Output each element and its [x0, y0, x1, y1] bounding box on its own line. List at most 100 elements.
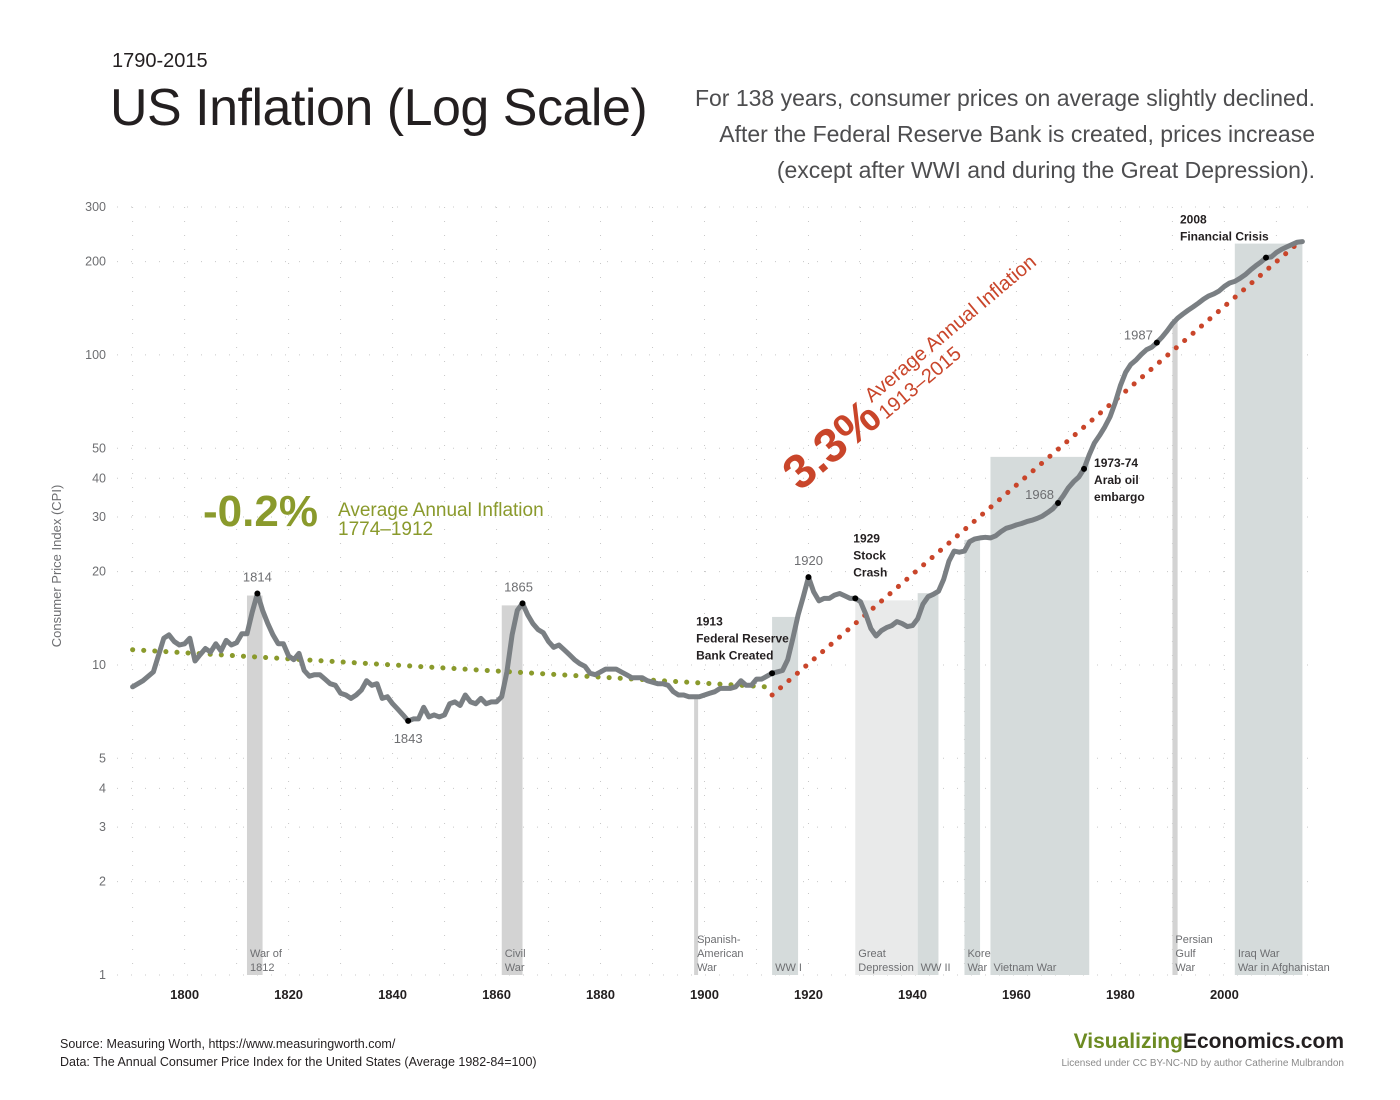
event-label: Bank Created: [696, 648, 773, 662]
brand-part-2: Economics.com: [1182, 1030, 1344, 1053]
period-band: [501, 605, 523, 975]
y-tick-label: 200: [85, 255, 106, 269]
event-dot: [769, 670, 776, 677]
late-trend-text: Average Annual Inflation: [861, 251, 1041, 407]
period-band: [917, 593, 939, 975]
y-tick-label: 1: [99, 968, 106, 982]
period-label: WW I: [775, 962, 802, 974]
y-tick-label: 50: [92, 441, 106, 455]
event-dot: [405, 717, 412, 724]
event-dot: [805, 574, 812, 581]
event-dot: [254, 590, 261, 597]
period-band: [694, 698, 699, 975]
period-label: Depression: [858, 962, 914, 974]
event-markers: 1814 1843 1865 1913 Federal Reserve Bank Crea…: [243, 213, 1269, 746]
x-tick-label: 1960: [1002, 987, 1031, 1002]
license-note: Licensed under CC BY-NC-ND by author Cat…: [1061, 1058, 1344, 1069]
event-label: Crash: [853, 565, 887, 579]
event-label: 1913: [696, 614, 723, 628]
period-band: [990, 456, 1090, 975]
cpi-line: [130, 239, 1305, 724]
source-notes: Source: Measuring Worth, https://www.mea…: [60, 1035, 537, 1071]
period-label: Civil: [505, 948, 526, 960]
trend-line: [130, 647, 770, 690]
period-label: War: [505, 962, 525, 974]
event-label: 1987: [1124, 328, 1153, 343]
period-label: 1812: [250, 962, 274, 974]
y-tick-label: 300: [85, 200, 106, 214]
period-bands: War of 1812 Civil War Spanish- American War WW …: [246, 243, 1330, 976]
period-band: [772, 616, 799, 975]
y-tick-label: 20: [92, 565, 106, 579]
early-trend-years: 1774–1912: [338, 519, 433, 540]
brand-logo: VisualizingEconomics.com: [1074, 1030, 1344, 1054]
y-tick-label: 5: [99, 751, 106, 765]
early-trend-text: Average Annual Inflation: [338, 500, 544, 521]
event-label: 1968: [1025, 487, 1054, 502]
period-label: Vietnam War: [993, 962, 1056, 974]
x-tick-label: 1900: [690, 987, 719, 1002]
event-label: 1814: [243, 570, 272, 585]
x-axis: 1800 1820 1840 1860 1880 1900 1920 1940 1960 1980…: [170, 987, 1239, 1002]
period-band: [855, 600, 918, 975]
period-label: Persian: [1175, 934, 1212, 946]
intro-text: For 138 years, consumer prices on averag…: [675, 80, 1315, 188]
y-tick-label: 3: [99, 820, 106, 834]
intro-line-2: After the Federal Reserve Bank is create…: [719, 121, 1315, 147]
period-label: War of: [250, 948, 283, 960]
period-band: [1172, 320, 1178, 976]
early-trend-value: -0.2%: [203, 487, 318, 536]
event-dot: [1081, 465, 1088, 472]
period-label: War in Afghanistan: [1238, 962, 1330, 974]
x-tick-label: 1800: [170, 987, 199, 1002]
event-label: Federal Reserve: [696, 631, 789, 645]
cpi-chart: War of 1812 Civil War Spanish- American War WW …: [49, 200, 1330, 1002]
y-tick-label: 30: [92, 510, 106, 524]
event-dot: [852, 595, 859, 602]
event-label: 1865: [504, 579, 533, 594]
x-tick-label: 1940: [898, 987, 927, 1002]
grid: [117, 206, 1318, 976]
x-tick-label: 1980: [1106, 987, 1135, 1002]
event-label: embargo: [1094, 490, 1145, 504]
event-label: 1843: [394, 731, 423, 746]
event-label: 2008: [1180, 213, 1207, 227]
intro-line-1: For 138 years, consumer prices on averag…: [694, 85, 1315, 111]
period-label: WW II: [921, 962, 951, 974]
data-note-line: Data: The Annual Consumer Price Index fo…: [60, 1055, 537, 1069]
event-label: 1920: [794, 553, 823, 568]
x-tick-label: 1860: [482, 987, 511, 1002]
period-label: Great: [858, 948, 886, 960]
x-tick-label: 1880: [586, 987, 615, 1002]
chart-title: US Inflation (Log Scale): [110, 79, 648, 137]
period-label: American: [697, 948, 743, 960]
event-dot: [519, 600, 526, 607]
x-tick-label: 1840: [378, 987, 407, 1002]
intro-line-3: (except after WWI and during the Great D…: [776, 157, 1315, 183]
event-label: 1929: [853, 531, 880, 545]
x-tick-label: 1920: [794, 987, 823, 1002]
event-label: 1973-74: [1094, 456, 1138, 470]
period-label: Gulf: [1175, 948, 1196, 960]
event-label: Stock: [853, 548, 886, 562]
source-line: Source: Measuring Worth, https://www.mea…: [60, 1037, 396, 1051]
period-label: War: [697, 962, 717, 974]
period-band: [964, 539, 981, 975]
brand-part-1: Visualizing: [1073, 1030, 1183, 1053]
y-axis-label: Consumer Price Index (CPI): [49, 485, 64, 648]
y-tick-label: 2: [99, 875, 106, 889]
x-tick-label: 2000: [1210, 987, 1239, 1002]
period-label: Spanish-: [697, 934, 741, 946]
y-tick-label: 10: [92, 658, 106, 672]
event-dot: [1153, 339, 1160, 346]
event-dot: [1055, 499, 1062, 506]
y-tick-label: 40: [92, 471, 106, 485]
event-dot: [1263, 254, 1270, 261]
period-band: [1234, 243, 1303, 975]
event-label: Financial Crisis: [1180, 230, 1269, 244]
y-tick-label: 100: [85, 348, 106, 362]
x-tick-label: 1820: [274, 987, 303, 1002]
period-label: War: [967, 962, 987, 974]
date-range-subtitle: 1790-2015: [112, 50, 208, 72]
y-tick-label: 4: [99, 781, 106, 795]
